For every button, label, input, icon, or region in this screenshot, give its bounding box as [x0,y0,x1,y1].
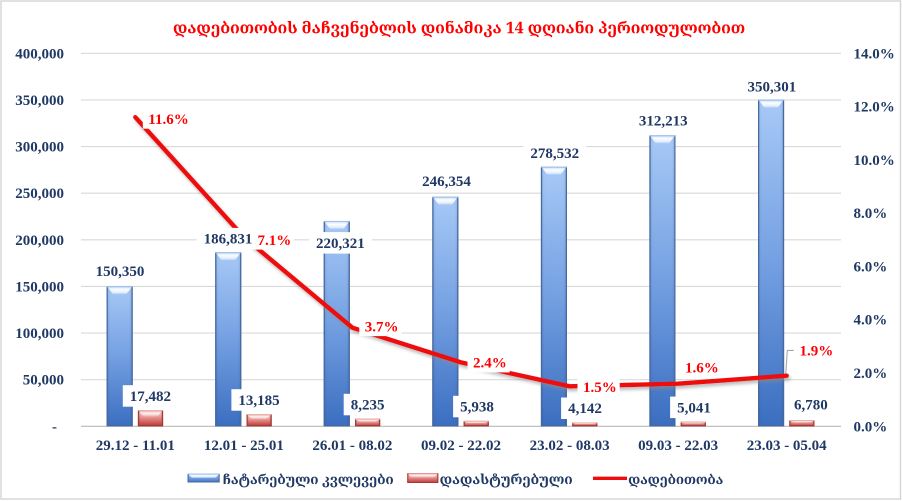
svg-text:7.1%: 7.1% [258,233,292,249]
svg-text:6,780: 6,780 [794,398,828,414]
svg-text:11.6%: 11.6% [148,112,188,128]
svg-text:09.03 - 22.03: 09.03 - 22.03 [638,438,718,454]
svg-text:150,350: 150,350 [96,264,145,280]
svg-text:8,235: 8,235 [351,398,385,414]
svg-text:2.0%: 2.0% [854,366,888,382]
svg-text:13,185: 13,185 [238,393,279,409]
svg-text:246,354: 246,354 [422,174,471,190]
svg-text:3.7%: 3.7% [365,319,399,335]
svg-text:186,831: 186,831 [204,232,253,248]
svg-text:50,000: 50,000 [23,373,64,389]
svg-text:23.02 - 08.03: 23.02 - 08.03 [530,438,610,454]
svg-text:100,000: 100,000 [15,326,64,342]
svg-text:12.0%: 12.0% [854,100,895,116]
svg-text:23.03 - 05.04: 23.03 - 05.04 [747,438,827,454]
svg-text:400,000: 400,000 [15,46,64,62]
svg-text:150,000: 150,000 [15,279,64,295]
svg-text:350,301: 350,301 [748,79,797,95]
svg-text:2.4%: 2.4% [473,356,507,372]
svg-text:5,041: 5,041 [677,400,711,416]
svg-text:300,000: 300,000 [15,140,64,156]
svg-text:1.6%: 1.6% [685,361,719,377]
svg-text:0.0%: 0.0% [854,419,888,435]
svg-text:1.5%: 1.5% [583,380,617,396]
svg-text:1.9%: 1.9% [800,344,834,360]
svg-text:220,321: 220,321 [316,236,365,252]
svg-text:12.01 - 25.01: 12.01 - 25.01 [204,438,284,454]
svg-text:10.0%: 10.0% [854,153,895,169]
svg-text:-: - [52,419,57,435]
svg-text:200,000: 200,000 [15,233,64,249]
svg-text:5,938: 5,938 [460,400,494,416]
svg-text:6.0%: 6.0% [854,259,888,275]
svg-text:29.12 - 11.01: 29.12 - 11.01 [96,438,175,454]
svg-text:278,532: 278,532 [530,146,579,162]
svg-text:4.0%: 4.0% [854,313,888,329]
svg-text:4,142: 4,142 [568,401,602,417]
svg-text:250,000: 250,000 [15,186,64,202]
svg-text:312,213: 312,213 [639,114,688,130]
svg-text:17,482: 17,482 [130,389,171,405]
svg-text:09.02 - 22.02: 09.02 - 22.02 [421,438,501,454]
svg-text:14.0%: 14.0% [854,46,895,62]
svg-text:26.01 - 08.02: 26.01 - 08.02 [312,438,392,454]
svg-text:350,000: 350,000 [15,93,64,109]
svg-text:8.0%: 8.0% [854,206,888,222]
